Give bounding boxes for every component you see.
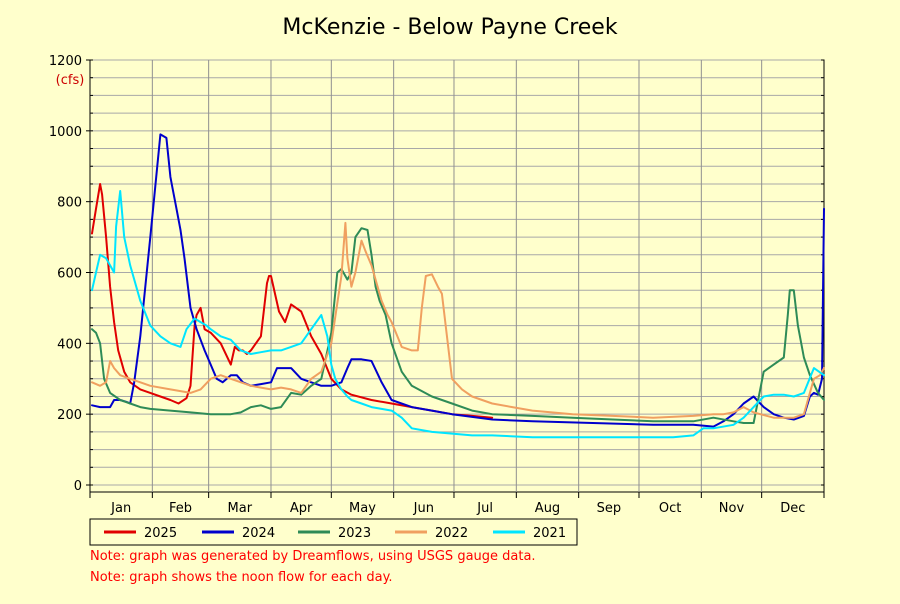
x-tick-label: Oct	[659, 501, 681, 516]
series-line-2021	[91, 190, 825, 439]
y-tick-label: 1200	[49, 54, 82, 69]
axes-layer: 0 200 400 600 800 1000 1200 Jan Feb Mar Apr May Jun J…	[49, 54, 825, 516]
x-tick-label: Sep	[597, 501, 622, 516]
series-line-2023	[91, 227, 825, 424]
x-tick-label: Apr	[290, 501, 313, 516]
x-tick-label: May	[349, 501, 376, 516]
legend-label-2025: 2025	[144, 526, 177, 541]
y-tick-label: 400	[57, 337, 82, 352]
x-tick-label: Nov	[719, 501, 745, 516]
series-line-2022	[91, 221, 825, 419]
x-tick-label: Feb	[169, 501, 192, 516]
grid-layer	[90, 59, 824, 492]
legend-label-2024: 2024	[242, 526, 275, 541]
x-tick-label: Jul	[476, 501, 493, 516]
x-tick-label: Dec	[780, 501, 805, 516]
x-tick-label: Mar	[228, 501, 253, 516]
series-layer	[91, 133, 825, 439]
y-axis-unit-label: (cfs)	[56, 73, 85, 88]
y-tick-label: 600	[57, 267, 82, 282]
y-tick-label: 0	[74, 479, 82, 494]
x-tick-label: Jun	[413, 501, 434, 516]
legend-label-2023: 2023	[338, 526, 371, 541]
y-tick-label: 800	[57, 196, 82, 211]
note-source: Note: graph was generated by Dreamflows,…	[90, 549, 536, 564]
legend-label-2021: 2021	[533, 526, 566, 541]
x-tick-label: Jan	[110, 501, 131, 516]
note-noon-flow: Note: graph shows the noon flow for each…	[90, 570, 393, 585]
chart-title: McKenzie - Below Payne Creek	[282, 15, 617, 40]
x-tick-label: Aug	[535, 501, 560, 516]
legend-items: 2025 2024 2023 2022 2021	[104, 526, 566, 541]
series-line-2024	[91, 133, 825, 428]
y-tick-label: 1000	[49, 125, 82, 140]
y-tick-label: 200	[57, 408, 82, 423]
legend-label-2022: 2022	[435, 526, 468, 541]
